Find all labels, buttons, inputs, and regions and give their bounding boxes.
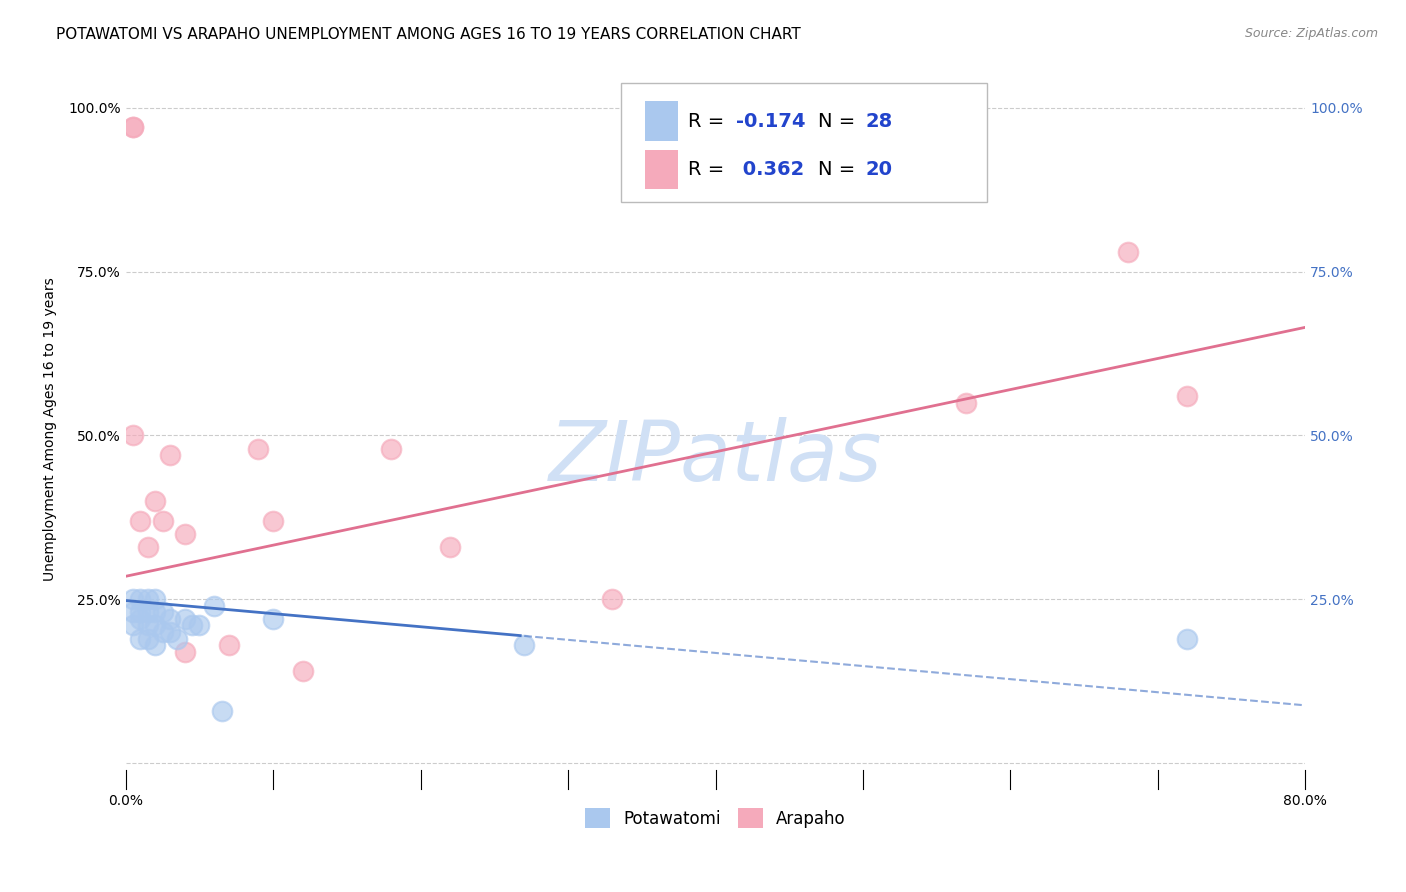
Point	[159, 612, 181, 626]
Point	[129, 514, 152, 528]
Point	[439, 540, 461, 554]
Point	[143, 494, 166, 508]
Text: -0.174: -0.174	[735, 112, 806, 130]
Point	[122, 605, 145, 619]
Point	[202, 599, 225, 613]
Point	[129, 612, 152, 626]
Point	[122, 618, 145, 632]
Point	[218, 638, 240, 652]
Point	[1177, 632, 1199, 646]
Text: 0.362: 0.362	[735, 160, 804, 179]
Point	[188, 618, 211, 632]
Point	[136, 605, 159, 619]
Point	[1177, 389, 1199, 403]
Point	[173, 526, 195, 541]
Point	[129, 632, 152, 646]
Text: 28: 28	[865, 112, 893, 130]
Point	[122, 428, 145, 442]
Point	[136, 618, 159, 632]
Point	[136, 592, 159, 607]
Point	[143, 638, 166, 652]
Point	[1118, 244, 1140, 259]
Point	[129, 605, 152, 619]
Point	[211, 704, 233, 718]
Point	[380, 442, 402, 456]
Point	[262, 514, 284, 528]
Text: R =: R =	[689, 112, 731, 130]
Point	[173, 645, 195, 659]
Point	[159, 624, 181, 639]
Point	[152, 514, 174, 528]
Point	[166, 632, 188, 646]
Legend: Potawatomi, Arapaho: Potawatomi, Arapaho	[579, 801, 852, 835]
Point	[152, 605, 174, 619]
Point	[602, 592, 624, 607]
Point	[152, 624, 174, 639]
Point	[247, 442, 270, 456]
Y-axis label: Unemployment Among Ages 16 to 19 years: Unemployment Among Ages 16 to 19 years	[44, 277, 58, 581]
Point	[129, 592, 152, 607]
Point	[181, 618, 204, 632]
Point	[513, 638, 536, 652]
FancyBboxPatch shape	[645, 150, 678, 189]
Text: ZIPatlas: ZIPatlas	[548, 417, 883, 499]
Point	[136, 540, 159, 554]
Point	[291, 665, 314, 679]
Point	[159, 448, 181, 462]
Point	[122, 120, 145, 135]
Point	[122, 592, 145, 607]
Point	[122, 120, 145, 135]
Point	[955, 395, 977, 409]
Point	[262, 612, 284, 626]
Text: 20: 20	[865, 160, 893, 179]
Text: N =: N =	[818, 160, 862, 179]
Point	[143, 618, 166, 632]
Text: Source: ZipAtlas.com: Source: ZipAtlas.com	[1244, 27, 1378, 40]
Text: R =: R =	[689, 160, 731, 179]
Point	[143, 605, 166, 619]
Point	[143, 592, 166, 607]
Text: N =: N =	[818, 112, 862, 130]
Point	[136, 632, 159, 646]
FancyBboxPatch shape	[621, 83, 987, 202]
FancyBboxPatch shape	[645, 102, 678, 141]
Text: POTAWATOMI VS ARAPAHO UNEMPLOYMENT AMONG AGES 16 TO 19 YEARS CORRELATION CHART: POTAWATOMI VS ARAPAHO UNEMPLOYMENT AMONG…	[56, 27, 801, 42]
Point	[173, 612, 195, 626]
